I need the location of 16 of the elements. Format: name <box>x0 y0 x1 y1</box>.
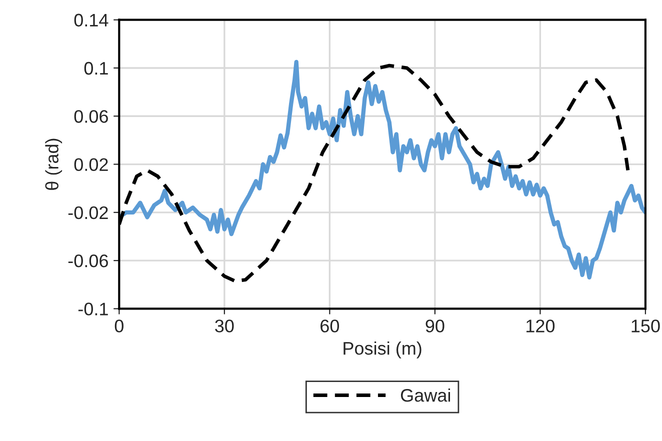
legend-label: Gawai <box>400 388 450 402</box>
x-tick-label: 150 <box>632 320 660 332</box>
y-axis-title: θ (rad) <box>45 138 62 190</box>
x-tick-label: 90 <box>426 320 444 332</box>
y-tick-label: -0.02 <box>68 206 108 220</box>
x-axis-title: Posisi (m) <box>344 342 422 358</box>
x-tick-label: 30 <box>215 320 234 332</box>
y-tick-label: -0.06 <box>68 254 108 268</box>
y-tick-label: 0.14 <box>74 14 108 27</box>
x-tick-label: 120 <box>526 320 555 332</box>
y-tick-label: 0.1 <box>84 62 108 75</box>
x-tick-label: 0 <box>114 320 124 332</box>
x-tick-label: 60 <box>320 320 340 332</box>
y-tick-label: 0.02 <box>74 158 108 171</box>
y-tick-label: 0.06 <box>74 110 108 123</box>
y-tick-label: -0.1 <box>78 302 108 316</box>
